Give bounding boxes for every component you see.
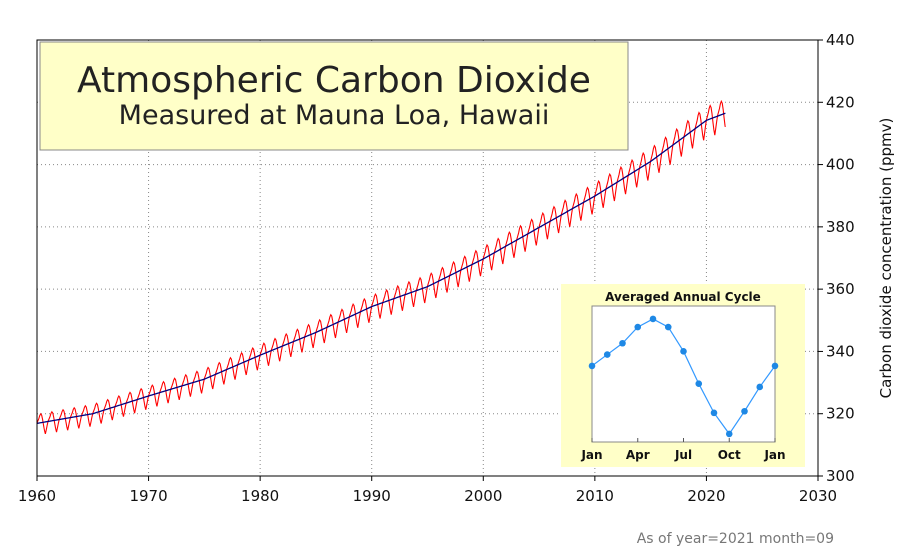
inset-point (634, 323, 642, 331)
footnote: As of year=2021 month=09 (637, 531, 834, 547)
axis-ticks: 1960 1970 1980 1990 2000 2010 2020 2030 300 320 34… (18, 31, 855, 505)
x-tick-label: 2000 (464, 487, 502, 505)
y-axis-label: Carbon dioxide concentration (ppmv) (877, 118, 895, 399)
inset-title: Averaged Annual Cycle (605, 290, 761, 304)
y-tick-label: 420 (826, 93, 855, 111)
inset-x-tick-label: Oct (718, 448, 741, 462)
x-tick-label: 2030 (799, 487, 837, 505)
inset-data (588, 315, 779, 438)
inset-point (603, 351, 611, 358)
x-tick-label: 1980 (241, 487, 279, 505)
data-lines (36, 99, 726, 435)
x-tick-label: 2010 (576, 487, 614, 505)
inset-point (710, 409, 718, 417)
inset-point (756, 383, 764, 391)
inset-point (680, 348, 687, 355)
inset-plot-area (591, 305, 776, 443)
y-tick-label: 440 (826, 31, 855, 49)
y-tick-label: 400 (826, 156, 855, 174)
inset-x-tick-label: Apr (626, 448, 650, 462)
title-box: Atmospheric Carbon Dioxide Measured at M… (39, 41, 629, 151)
x-tick-label: 1960 (18, 487, 56, 505)
inset-point (649, 315, 657, 323)
chart-subtitle: Measured at Mauna Loa, Hawaii (119, 100, 550, 131)
inset-point (695, 380, 703, 388)
inset-point (741, 407, 748, 415)
title-box-background (39, 41, 629, 151)
plot-frame (36, 39, 819, 477)
x-tick-label: 1970 (129, 487, 167, 505)
y-tick-label: 320 (826, 405, 855, 423)
inset-point (664, 323, 672, 331)
inset-point (771, 362, 779, 370)
inset-point (619, 339, 626, 347)
x-tick-label: 2020 (687, 487, 725, 505)
trend-co2-line (36, 112, 726, 425)
inset-x-tick-label: Jan (763, 448, 785, 462)
inset-x-tick-label: Jul (674, 448, 692, 462)
inset-x-tick-label: Jan (580, 448, 602, 462)
chart-title: Atmospheric Carbon Dioxide (77, 60, 591, 101)
y-tick-label: 380 (826, 218, 855, 236)
inset-axis-ticks: Jan Apr Jul Oct Jan (580, 438, 786, 462)
inset-point (725, 430, 733, 438)
y-tick-label: 300 (826, 467, 855, 485)
y-tick-label: 340 (826, 342, 855, 360)
x-tick-label: 1990 (353, 487, 391, 505)
y-tick-label: 360 (826, 280, 855, 298)
monthly-co2-line (36, 99, 726, 435)
inset-annual-cycle: Averaged Annual Cycle Jan Apr Jul Oct Jan (561, 284, 805, 467)
inset-point (588, 362, 596, 370)
